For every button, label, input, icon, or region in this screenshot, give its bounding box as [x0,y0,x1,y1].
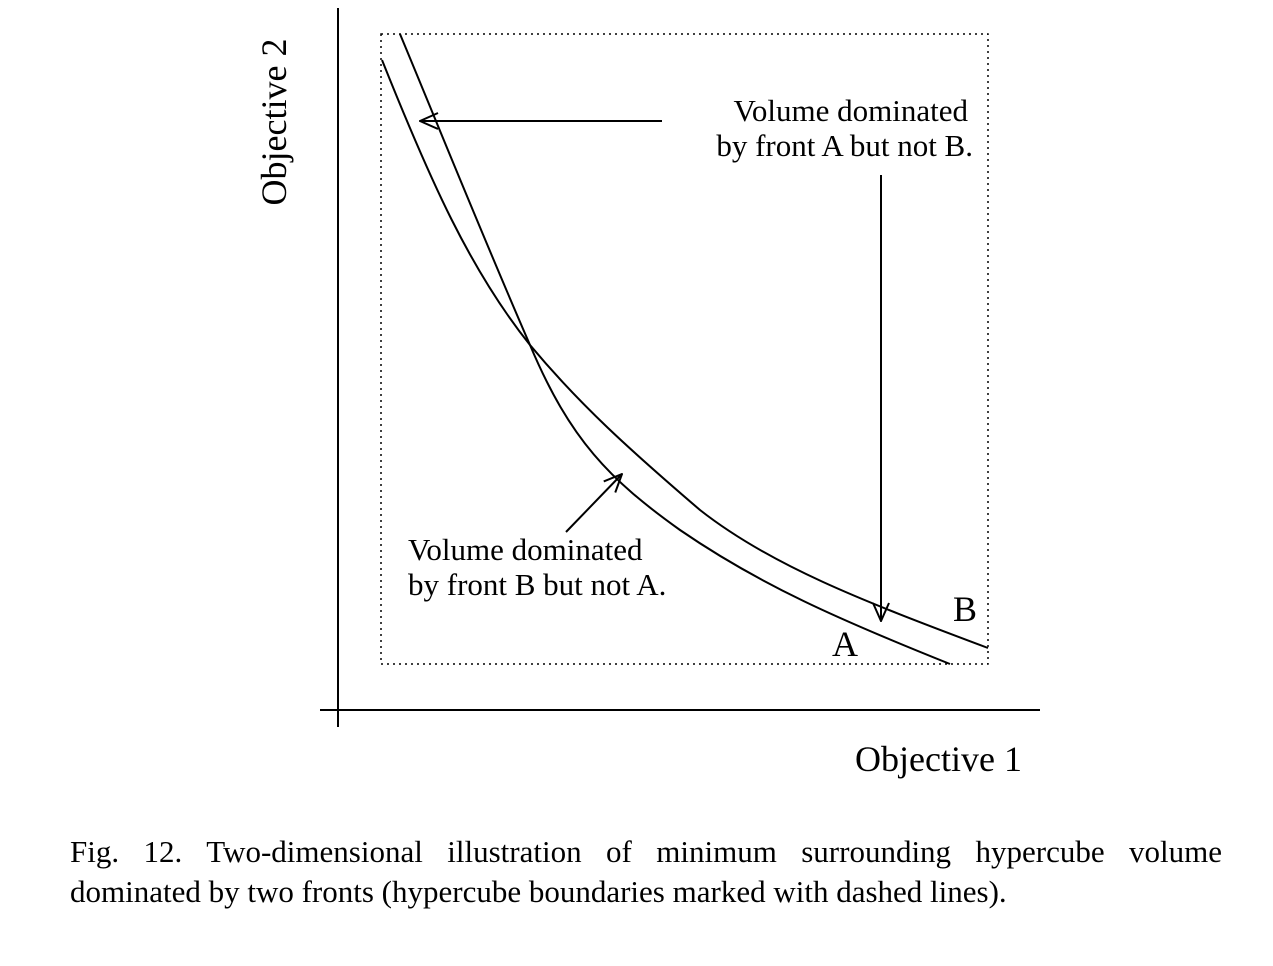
arrow-to-region-b-not-a [565,474,622,533]
front-a-curve [399,33,951,665]
caption-figure-number: Fig. 12. [70,834,183,869]
annotation-a-not-b-line1: Volume dominated [734,93,969,128]
figure-caption: Fig. 12. Two-dimensional illustration of … [70,832,1222,912]
front-b-curve [381,59,989,649]
annotation-b-not-a-line1: Volume dominated [408,532,643,567]
annotation-b-not-a-line2: by front B but not A. [408,567,666,602]
annotation-a-not-b-line2: by front A but not B. [716,128,973,163]
front-b-label: B [953,589,977,629]
x-axis-label: Objective 1 [855,739,1022,779]
front-a-label: A [832,624,858,664]
y-axis-label: Objective 2 [254,39,294,206]
pareto-front-diagram: Objective 2 Objective 1 Volume dominated… [254,8,1040,779]
caption-text: Two-dimensional illustration of minimum … [70,834,1223,909]
